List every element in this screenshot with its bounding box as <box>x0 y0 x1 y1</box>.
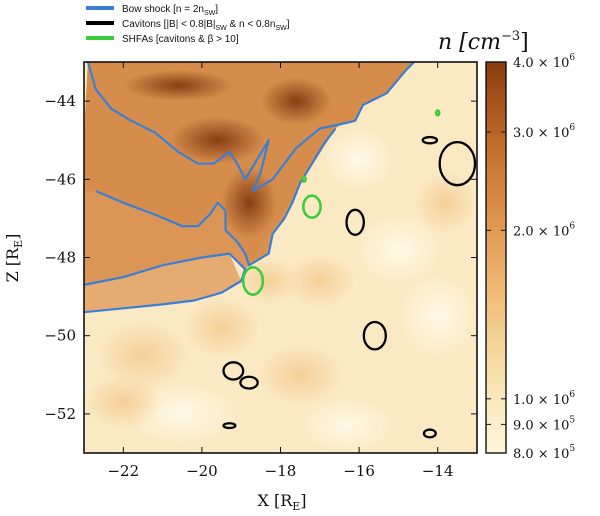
x-tick-label: −20 <box>186 462 218 480</box>
y-tick-label: −46 <box>44 170 76 188</box>
y-tick-label: −52 <box>44 405 76 423</box>
colorbar-tick-label: 8.0 × 105 <box>513 444 575 462</box>
shfa-contour <box>301 194 322 219</box>
caviton-contour <box>438 141 477 187</box>
upstream-band <box>84 128 336 285</box>
dense-core <box>260 77 332 125</box>
density-patch <box>355 214 442 285</box>
density-patch <box>414 171 477 235</box>
density-patch <box>84 374 163 430</box>
bow-shock-line <box>95 127 337 267</box>
density-patch <box>398 273 477 360</box>
caviton-contour <box>422 428 437 439</box>
x-axis-label: X [RE] <box>257 491 306 513</box>
y-tick-label: −50 <box>44 327 76 345</box>
x-tick-label: −18 <box>265 462 297 480</box>
legend-entry: Bow shock [n = 2nSW] <box>122 4 218 17</box>
colorbar-tick-label: 3.0 × 106 <box>513 123 575 141</box>
y-tick-label: −44 <box>44 92 76 110</box>
legend-entry: SHFAs [cavitons & β > 10] <box>122 34 239 45</box>
y-axis-label: Z [RE] <box>3 234 25 283</box>
y-axis-ticks: −44 −46 −48 −50 −52 <box>44 92 477 423</box>
caviton-contour <box>222 422 237 430</box>
caviton-contour <box>345 208 365 236</box>
density-patch <box>237 257 301 305</box>
shfa-contour <box>301 175 307 183</box>
density-patch <box>256 343 344 407</box>
shfa-contour <box>434 109 441 117</box>
x-tick-label: −22 <box>107 462 139 480</box>
density-patch <box>182 296 261 360</box>
dense-core <box>123 69 234 102</box>
y-tick-label: −48 <box>44 249 76 267</box>
density-texture <box>84 128 477 453</box>
density-patch <box>284 253 356 309</box>
x-tick-label: −16 <box>343 462 375 480</box>
upstream-dense-region <box>84 62 415 266</box>
caviton-contour <box>421 135 439 145</box>
colorbar <box>485 61 507 454</box>
colorbar-tick-label: 9.0 × 105 <box>513 415 575 433</box>
colorbar-ticks: 4.0 × 106 3.0 × 106 2.0 × 106 1.0 × 106 9.0 … <box>486 53 575 462</box>
colorbar-title: n [cm−3] <box>438 29 529 55</box>
colorbar-tick-label: 1.0 × 106 <box>513 390 575 408</box>
shfa-contour <box>241 265 265 296</box>
legend-entry: Cavitons [|B| < 0.8|B|SW & n < 0.8nSW] <box>122 19 290 32</box>
x-axis-ticks: −22 −20 −18 −16 −14 <box>107 62 454 480</box>
caviton-contour <box>222 361 245 381</box>
dense-core <box>221 167 277 238</box>
density-patch <box>323 128 395 192</box>
caviton-contour <box>362 320 387 351</box>
colorbar-tick-label: 2.0 × 106 <box>513 221 575 239</box>
density-patch <box>300 398 395 453</box>
bow-shock-line <box>86 62 415 193</box>
plot-area <box>84 62 477 453</box>
legend: Bow shock [n = 2nSW] Cavitons [|B| < 0.8|… <box>86 4 290 45</box>
colorbar-tick-label: 4.0 × 106 <box>513 53 575 71</box>
x-tick-label: −14 <box>422 462 454 480</box>
series-layer <box>84 62 477 439</box>
dense-core <box>170 116 265 164</box>
density-patch <box>95 320 191 391</box>
caviton-contour <box>239 375 259 390</box>
